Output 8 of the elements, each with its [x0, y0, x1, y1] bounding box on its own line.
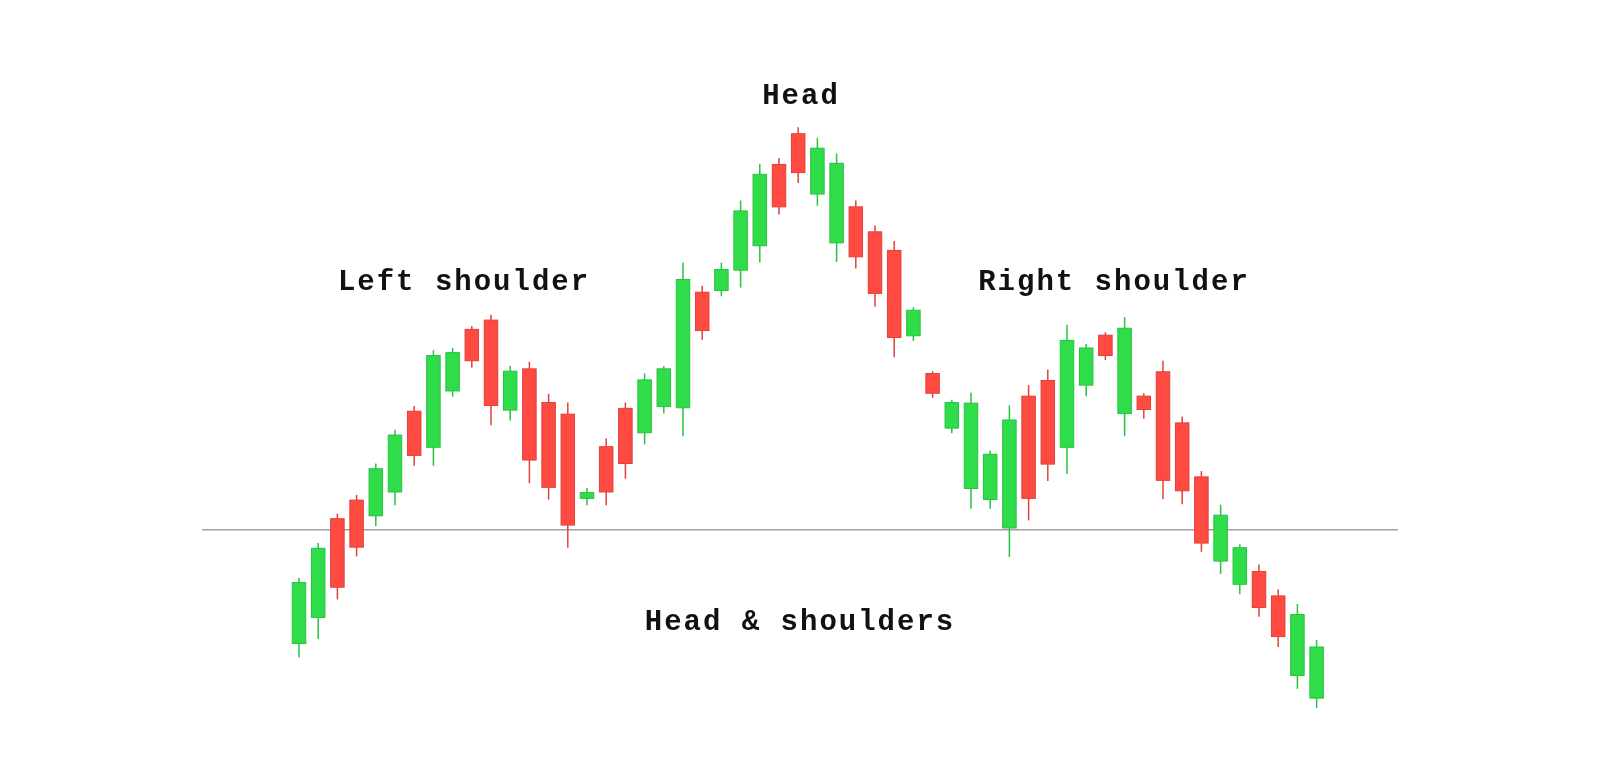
text: Head — [762, 80, 840, 113]
candlestick — [1098, 331, 1113, 361]
candlestick — [925, 370, 940, 399]
candlestick — [714, 261, 729, 298]
candlestick — [1136, 392, 1152, 420]
annotation: Head & shoulders — [644, 606, 956, 639]
annotation: Left shoulder — [337, 266, 591, 299]
annotation: Right shoulder — [978, 266, 1250, 299]
